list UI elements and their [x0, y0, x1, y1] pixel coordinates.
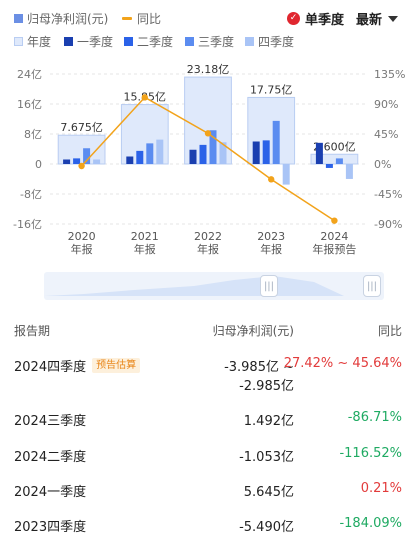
- y2-tick-label: 0%: [374, 158, 391, 171]
- estimate-tag: 预告估算: [92, 358, 141, 373]
- annual-bar: [310, 153, 359, 165]
- annual-data-label: 2.600亿: [313, 140, 356, 153]
- x-tick-label: 2021: [131, 230, 159, 243]
- row-value: -1.053亿: [239, 450, 294, 465]
- bar-swatch-icon: [14, 14, 23, 23]
- legend-yoy[interactable]: 同比: [122, 10, 161, 27]
- q2-swatch-icon: [124, 37, 133, 46]
- profit-chart: 24亿 135% 16亿 90% 8亿 45% 0 0% -8亿 -45% -16亿 -90% 7.67…: [13, 63, 405, 256]
- quarter-bar: [63, 159, 71, 164]
- quarter-bar: [199, 144, 207, 164]
- quarter-bar: [252, 141, 260, 164]
- y-tick-label: 8亿: [24, 128, 42, 141]
- quarter-bar: [219, 142, 227, 164]
- quarter-bar: [315, 142, 323, 164]
- quarter-bar: [156, 139, 164, 164]
- header-yoy: 同比: [377, 324, 402, 338]
- y-tick-label: 0: [35, 158, 42, 171]
- row-value: -3.985亿 ~ -2.985亿: [224, 360, 294, 394]
- quarter-bar: [126, 156, 134, 164]
- chevron-down-icon: [388, 15, 399, 22]
- row-value: 5.645亿: [243, 485, 294, 500]
- annual-swatch-icon: [14, 37, 23, 46]
- row-yoy: 27.42% ~ 45.64%: [283, 356, 402, 371]
- x-tick-label: 年报: [260, 242, 282, 256]
- scroller-right-handle[interactable]: |||: [363, 275, 381, 297]
- yoy-point: [78, 162, 85, 170]
- quarter-bar: [136, 150, 144, 164]
- x-tick-label: 年报预告: [312, 242, 356, 256]
- yoy-point: [331, 217, 338, 224]
- x-tick-label: 年报: [197, 242, 219, 256]
- quarter-bar: [146, 143, 154, 164]
- row-yoy: -116.52%: [339, 446, 402, 461]
- y2-tick-label: 45%: [374, 128, 398, 141]
- yoy-point: [268, 176, 275, 183]
- row-yoy: -86.71%: [347, 410, 402, 425]
- annual-data-label: 7.675亿: [60, 121, 103, 134]
- check-icon: ✓: [287, 12, 300, 25]
- y-tick-label: -16亿: [13, 218, 42, 231]
- quarter-bar: [345, 164, 353, 179]
- quarter-bar: [83, 148, 91, 164]
- legend-annual[interactable]: 年度: [14, 33, 51, 50]
- x-tick-label: 2024: [320, 230, 348, 243]
- x-tick-label: 2020: [68, 230, 96, 243]
- yoy-point: [204, 130, 212, 137]
- single-quarter-toggle[interactable]: ✓ 单季度: [287, 9, 344, 28]
- annual-data-label: 23.18亿: [187, 63, 230, 76]
- q4-swatch-icon: [245, 37, 254, 46]
- header-net-profit: 归母净利润(元): [212, 324, 294, 338]
- q3-swatch-icon: [185, 37, 194, 46]
- yoy-point: [141, 94, 148, 101]
- line-swatch-icon: [122, 17, 132, 20]
- y-tick-label: -8亿: [20, 188, 42, 201]
- scroller-area-shape: [44, 276, 384, 296]
- q1-swatch-icon: [64, 37, 73, 46]
- quarter-bar: [262, 140, 270, 164]
- legend-q2[interactable]: 二季度: [124, 33, 173, 50]
- quarter-bar: [189, 149, 197, 164]
- quarter-bar: [325, 164, 333, 168]
- quarter-bar: [335, 158, 343, 164]
- scroller-left-handle[interactable]: |||: [260, 275, 278, 297]
- annual-data-label: 17.75亿: [250, 83, 293, 96]
- y-tick-label: 24亿: [17, 68, 42, 81]
- quarter-bar: [209, 130, 217, 164]
- latest-dropdown[interactable]: 最新: [356, 9, 399, 28]
- row-yoy: 0.21%: [360, 481, 402, 496]
- legend-q4[interactable]: 四季度: [245, 33, 294, 50]
- x-tick-label: 年报: [71, 242, 93, 256]
- quarter-bar: [93, 159, 101, 164]
- quarter-bar: [73, 158, 81, 164]
- legend-net-profit[interactable]: 归母净利润(元): [14, 10, 108, 27]
- legend-q1[interactable]: 一季度: [64, 33, 113, 50]
- quarter-bar: [282, 164, 290, 185]
- x-tick-label: 2023: [257, 230, 285, 243]
- y2-tick-label: -90%: [374, 218, 402, 231]
- x-tick-label: 年报: [134, 242, 156, 256]
- row-period: 2024二季度: [14, 450, 87, 465]
- row-period: 2023四季度: [14, 520, 87, 535]
- y2-tick-label: -45%: [374, 188, 402, 201]
- quarter-bar: [272, 120, 280, 164]
- legend-q3[interactable]: 三季度: [185, 33, 234, 50]
- y-tick-label: 16亿: [17, 98, 42, 111]
- row-period: 2024一季度: [14, 485, 87, 500]
- y2-tick-label: 135%: [374, 68, 405, 81]
- x-tick-label: 2022: [194, 230, 222, 243]
- row-value: 1.492亿: [243, 414, 294, 429]
- row-value: -5.490亿: [239, 520, 294, 535]
- row-period: 2024三季度: [14, 414, 87, 429]
- header-period: 报告期: [14, 324, 51, 338]
- row-yoy: -184.09%: [339, 516, 402, 531]
- y2-tick-label: 90%: [374, 98, 398, 111]
- row-period: 2024四季度 预告估算: [14, 356, 141, 375]
- chart-range-scroller[interactable]: ||| |||: [44, 272, 384, 300]
